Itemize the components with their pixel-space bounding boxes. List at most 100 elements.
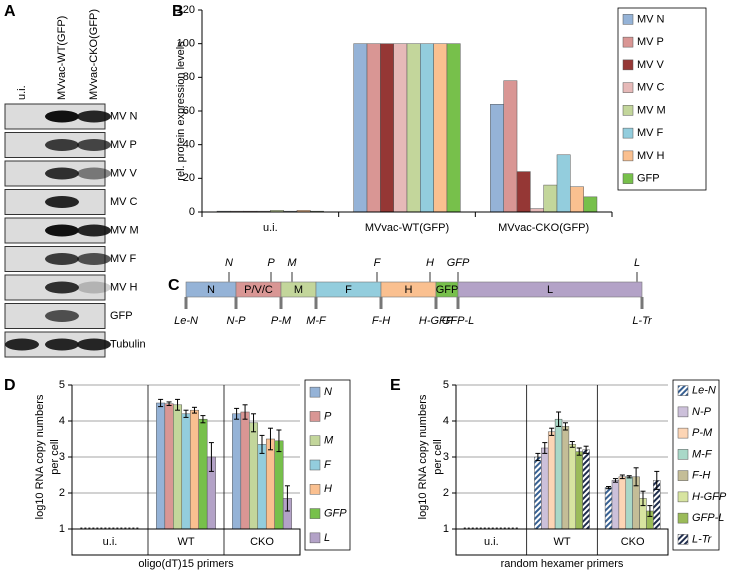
y-tick-label: 2 (59, 487, 65, 499)
y-tick-label: 4 (59, 415, 65, 427)
legend-label: P-M (692, 427, 713, 439)
blot-band (45, 224, 79, 237)
category-box (71, 528, 301, 556)
error-bar (633, 467, 639, 487)
blot-band (45, 139, 79, 151)
bar (173, 404, 183, 530)
bar (570, 186, 584, 213)
error-bar (569, 441, 575, 448)
blot-row-label: MV P (110, 139, 137, 151)
gene-label: L (634, 257, 640, 269)
legend-label: L (324, 532, 330, 544)
junction-label: H-GFP (419, 315, 454, 327)
error-bar (654, 470, 660, 490)
legend-label: MV C (637, 82, 665, 94)
junction-label: F-H (372, 315, 390, 327)
blot-row-label: MV N (110, 110, 138, 122)
y-axis-label: per cell (432, 439, 444, 474)
bar (561, 426, 570, 530)
y-axis-label: rel. protein expression levels (175, 41, 187, 181)
legend-swatch (622, 14, 634, 25)
bar (433, 43, 448, 213)
bar (611, 480, 620, 530)
y-tick-label: 20 (183, 172, 195, 184)
bar (582, 449, 590, 530)
blot-band (45, 167, 79, 180)
blot-strip (4, 274, 106, 301)
x-tick-label: CKO (250, 536, 274, 548)
bar (556, 154, 571, 213)
blot-band (77, 253, 111, 265)
error-bar (535, 452, 541, 462)
blot-band (45, 310, 79, 322)
legend-swatch (677, 406, 689, 418)
blot-band (77, 281, 111, 294)
genome-segment-label: H (405, 284, 413, 296)
junction-label: Le-N (174, 315, 198, 327)
legend-label: N-P (692, 406, 712, 418)
bar (575, 451, 583, 530)
gene-label: F (374, 257, 382, 269)
legend-swatch (622, 82, 634, 93)
blot-band (45, 196, 79, 208)
bar (625, 476, 633, 530)
legend-swatch (677, 449, 689, 460)
bar (446, 43, 461, 213)
legend-label: L-Tr (692, 533, 713, 545)
panel-label: B (172, 3, 184, 20)
error-bar (208, 442, 214, 472)
blot-band (45, 338, 79, 351)
error-bar (284, 485, 290, 512)
y-tick-label: 60 (183, 105, 195, 117)
error-bar (267, 427, 273, 451)
x-tick-label: u.i. (263, 222, 278, 234)
bar (583, 196, 598, 213)
legend-swatch (677, 470, 689, 481)
error-bar (542, 442, 548, 454)
y-tick-label: 1 (59, 523, 65, 535)
x-axis-label: random hexamer primers (501, 558, 624, 570)
lane-label: u.i. (16, 85, 28, 100)
junction-label: GFP-L (442, 315, 474, 327)
blot-band (77, 110, 111, 123)
error-bar (556, 411, 562, 427)
error-bar (242, 404, 248, 420)
bar (353, 43, 368, 213)
legend-label: M-F (692, 448, 713, 460)
legend-label: H-GFP (692, 491, 727, 503)
y-tick-label: 120 (177, 4, 195, 16)
y-tick-label: 100 (177, 38, 195, 50)
blot-row-label: Tubulin (110, 338, 146, 350)
bar (516, 171, 531, 213)
x-tick-label: u.i. (103, 536, 118, 548)
error-bar (562, 422, 568, 431)
legend-swatch (622, 150, 634, 162)
y-tick-label: 3 (59, 451, 65, 463)
y-tick-label: 0 (189, 206, 195, 218)
blot-band (77, 338, 111, 351)
bar (543, 184, 558, 213)
bar (257, 444, 267, 530)
error-bar (183, 409, 189, 418)
legend-swatch (309, 508, 321, 519)
bar (534, 456, 542, 530)
bar (380, 43, 394, 213)
blot-band (45, 110, 79, 123)
bar (249, 422, 259, 530)
genome-segment-label: N (207, 284, 215, 296)
bar (547, 431, 556, 530)
legend-swatch (309, 435, 321, 446)
genome-segment-label: P/V/C (244, 284, 273, 296)
blot-row-label: MV V (110, 167, 138, 179)
error-bar (166, 401, 172, 407)
legend-swatch (677, 534, 689, 545)
legend-label: H (324, 483, 332, 495)
legend-swatch (677, 427, 689, 439)
gene-label: H (426, 257, 434, 269)
bar (366, 43, 381, 213)
legend-swatch (622, 59, 634, 71)
bar (156, 402, 166, 530)
error-bar (640, 490, 646, 507)
error-bar (191, 406, 197, 414)
